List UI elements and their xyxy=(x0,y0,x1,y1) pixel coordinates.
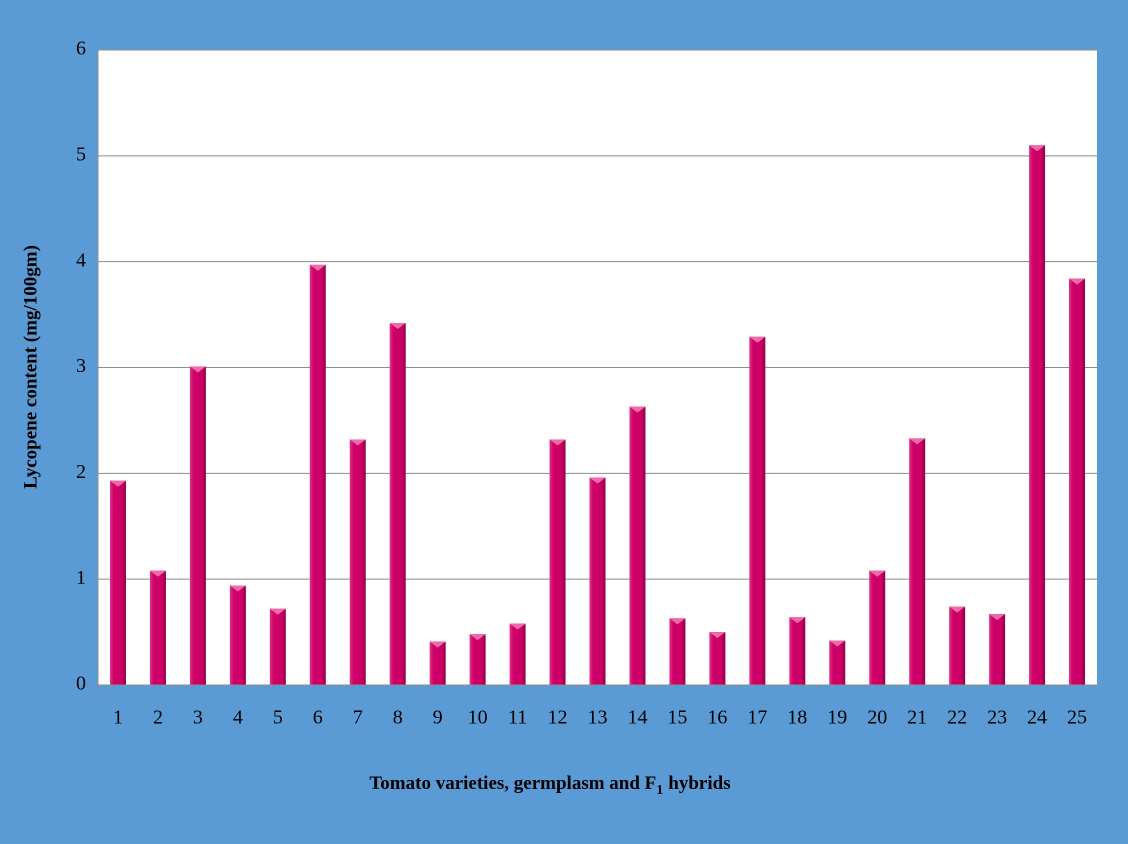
bar xyxy=(749,336,766,685)
y-tick-label: 2 xyxy=(76,461,86,483)
y-tick-label: 5 xyxy=(76,143,86,165)
x-tick-label: 10 xyxy=(468,707,488,729)
bar-cap xyxy=(109,480,126,487)
bar-cap xyxy=(229,585,246,592)
bar xyxy=(629,406,646,685)
bar-cap xyxy=(349,439,366,446)
x-axis-title: Tomato varieties, germplasm and F1 hybrid… xyxy=(369,773,730,798)
bar-cap xyxy=(629,406,646,413)
bar xyxy=(269,608,286,685)
x-tick-label: 24 xyxy=(1027,707,1047,729)
x-tick-label: 15 xyxy=(667,707,687,729)
y-tick-label: 0 xyxy=(76,673,86,695)
x-tick-label: 22 xyxy=(947,707,967,729)
y-axis-title: Lycopene content (mg/100gm) xyxy=(20,245,41,489)
bar-cap xyxy=(189,366,206,373)
bar-cap xyxy=(989,614,1006,621)
x-tick-label: 1 xyxy=(113,707,123,729)
x-tick-label: 9 xyxy=(433,707,443,729)
bar xyxy=(669,618,686,685)
y-tick-label: 1 xyxy=(76,567,86,589)
x-tick-label: 19 xyxy=(827,707,847,729)
bar-cap xyxy=(469,634,486,641)
x-tick-label: 11 xyxy=(508,707,527,729)
bar xyxy=(789,617,806,685)
y-tick-label: 6 xyxy=(76,38,86,60)
bar xyxy=(949,606,966,685)
x-tick-label: 21 xyxy=(907,707,927,729)
bar-cap xyxy=(389,323,406,330)
x-tick-label: 25 xyxy=(1067,707,1087,729)
bar-cap xyxy=(309,264,326,271)
bar-cap xyxy=(509,623,526,630)
x-axis-title-after: hybrids xyxy=(668,773,730,794)
x-tick-label: 3 xyxy=(193,707,203,729)
x-tick-label: 16 xyxy=(707,707,727,729)
bar xyxy=(1029,145,1046,685)
bar-cap xyxy=(789,617,806,624)
x-tick-label: 5 xyxy=(273,707,283,729)
bar xyxy=(309,264,326,685)
x-tick-label: 20 xyxy=(867,707,887,729)
bar xyxy=(589,477,606,685)
bar xyxy=(149,570,166,685)
bar-cap xyxy=(909,438,926,445)
bar-cap xyxy=(549,439,566,446)
x-tick-label: 7 xyxy=(353,707,363,729)
x-tick-label: 8 xyxy=(393,707,403,729)
bar-cap xyxy=(709,632,726,639)
bar xyxy=(509,623,526,685)
x-tick-label: 14 xyxy=(627,707,647,729)
x-axis-title-main: Tomato varieties, germplasm and F xyxy=(369,773,656,794)
x-tick-label: 2 xyxy=(153,707,163,729)
bar-cap xyxy=(1069,278,1086,285)
x-tick-label: 17 xyxy=(747,707,767,729)
bar-cap xyxy=(269,608,286,615)
bar-cap xyxy=(429,641,446,648)
bar xyxy=(109,480,126,685)
bar xyxy=(829,640,846,685)
bar xyxy=(469,634,486,685)
x-tick-label: 23 xyxy=(987,707,1007,729)
bar xyxy=(349,439,366,685)
bar xyxy=(909,438,926,685)
bar xyxy=(709,632,726,685)
bar xyxy=(189,366,206,685)
x-tick-label: 6 xyxy=(313,707,323,729)
bar-cap xyxy=(949,606,966,613)
bar-cap xyxy=(669,618,686,625)
bar xyxy=(389,323,406,685)
bar xyxy=(1069,278,1086,685)
bar xyxy=(549,439,566,685)
bar-cap xyxy=(869,570,886,577)
bar-cap xyxy=(589,477,606,484)
y-tick-label: 4 xyxy=(76,249,86,271)
bar-cap xyxy=(1029,145,1046,152)
bar-cap xyxy=(149,570,166,577)
bar xyxy=(869,570,886,685)
x-tick-label: 4 xyxy=(233,707,243,729)
bar-cap xyxy=(829,640,846,647)
y-tick-label: 3 xyxy=(76,355,86,377)
bar xyxy=(229,585,246,685)
bar xyxy=(429,641,446,685)
x-tick-label: 13 xyxy=(588,707,608,729)
x-tick-label: 12 xyxy=(548,707,568,729)
bar-cap xyxy=(749,336,766,343)
x-tick-label: 18 xyxy=(787,707,807,729)
bar xyxy=(989,614,1006,685)
x-axis-title-subscript: 1 xyxy=(656,783,663,798)
